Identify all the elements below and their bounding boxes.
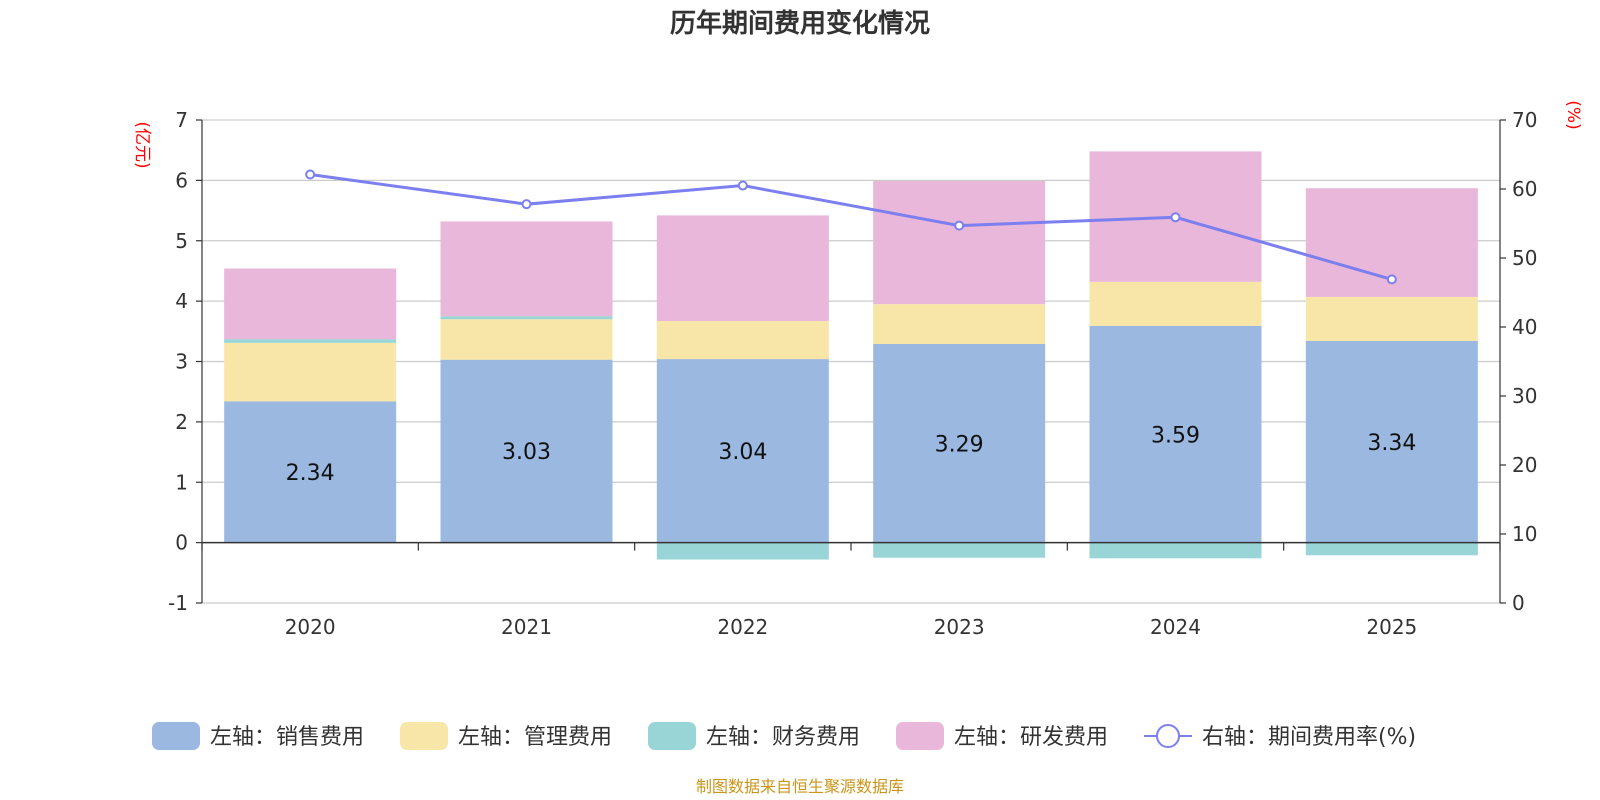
x-axis-label-2023: 2023 bbox=[934, 615, 985, 639]
data-label-2024: 3.59 bbox=[1151, 423, 1200, 448]
bar-series1-2023 bbox=[873, 343, 1046, 543]
x-axis-label-2020: 2020 bbox=[285, 615, 336, 639]
chart-title: 历年期间费用变化情况 bbox=[670, 8, 930, 39]
data-label-2021: 3.03 bbox=[502, 440, 551, 465]
legend-label-3: 左轴：财务费用 bbox=[706, 725, 860, 750]
right-axis-tick-label: 0 bbox=[1512, 591, 1525, 615]
legend-label-1: 左轴：销售费用 bbox=[210, 725, 364, 750]
right-axis-tick-label: 10 bbox=[1512, 522, 1537, 546]
left-axis-tick-label: 6 bbox=[175, 168, 188, 192]
left-axis-tick-label: 1 bbox=[175, 470, 188, 494]
x-axis-label-2025: 2025 bbox=[1366, 615, 1417, 639]
left-axis-tick-label: -1 bbox=[168, 591, 188, 615]
bar-series3-2020 bbox=[224, 339, 397, 343]
bar-series4-2023 bbox=[873, 180, 1046, 305]
rate-line-path bbox=[309, 173, 1393, 281]
bar-series1-2024 bbox=[1089, 325, 1262, 543]
legend: 左轴：销售费用 左轴：管理费用 左轴：财务费用 左轴：研发费用 右轴：期间费用率(%) bbox=[152, 722, 1416, 750]
bar-series3-2024 bbox=[1089, 542, 1262, 559]
rate-line bbox=[305, 169, 1397, 285]
bar-series2-2025 bbox=[1305, 296, 1478, 341]
bar-series2-2023 bbox=[873, 304, 1046, 344]
bar-series2-2021 bbox=[440, 319, 613, 360]
bar-series3-2023 bbox=[873, 542, 1046, 558]
data-label-2025: 3.34 bbox=[1367, 431, 1416, 456]
legend-swatch-1 bbox=[152, 722, 200, 750]
right-axis-tick-label: 70 bbox=[1512, 108, 1537, 132]
left-axis-tick-label: 5 bbox=[175, 229, 188, 253]
x-axis-label-2022: 2022 bbox=[717, 615, 768, 639]
left-axis-tick-label: 7 bbox=[175, 108, 188, 132]
bars bbox=[224, 151, 1478, 560]
rate-point-2020 bbox=[305, 169, 316, 180]
bar-series4-2022 bbox=[656, 215, 829, 322]
right-axis-tick-label: 40 bbox=[1512, 315, 1537, 339]
right-axis-tick-label: 50 bbox=[1512, 246, 1537, 270]
gridlines bbox=[202, 119, 1500, 604]
x-axis-label-2021: 2021 bbox=[501, 615, 552, 639]
right-axis-tick-label: 60 bbox=[1512, 177, 1537, 201]
data-label-2022: 3.04 bbox=[718, 440, 767, 465]
legend-swatch-4 bbox=[896, 722, 944, 750]
legend-swatch-2 bbox=[400, 722, 448, 750]
data-labels: 2.34 3.03 3.04 3.29 3.59 3.34 bbox=[286, 423, 1417, 486]
bar-series1-2020 bbox=[224, 401, 397, 543]
bar-series1-2022 bbox=[656, 359, 829, 543]
left-axis-unit: (亿元) bbox=[132, 121, 152, 168]
bar-series3-2021 bbox=[440, 316, 613, 320]
left-axis-tick-label: 3 bbox=[175, 350, 188, 374]
rate-point-2024 bbox=[1170, 212, 1181, 223]
bar-series2-2024 bbox=[1089, 281, 1262, 326]
rate-point-2022 bbox=[737, 180, 748, 191]
bar-series4-2021 bbox=[440, 221, 613, 317]
bar-series3-2022 bbox=[656, 542, 829, 560]
right-axis-tick-label: 30 bbox=[1512, 384, 1537, 408]
legend-label-5: 右轴：期间费用率(%) bbox=[1202, 725, 1416, 750]
right-axis-unit: (%) bbox=[1563, 100, 1583, 129]
left-axis-tick-label: 4 bbox=[175, 289, 188, 313]
bar-series2-2020 bbox=[224, 342, 397, 402]
legend-swatch-3 bbox=[648, 722, 696, 750]
rate-point-2023 bbox=[954, 220, 965, 231]
data-label-2023: 3.29 bbox=[935, 432, 984, 457]
left-axis-tick-label: 0 bbox=[175, 531, 188, 555]
bar-series1-2021 bbox=[440, 359, 613, 543]
source-note: 制图数据来自恒生聚源数据库 bbox=[696, 777, 904, 796]
legend-label-2: 左轴：管理费用 bbox=[458, 725, 612, 750]
rate-point-2021 bbox=[521, 199, 532, 210]
data-label-2020: 2.34 bbox=[286, 461, 335, 486]
bar-series4-2020 bbox=[224, 268, 397, 340]
right-axis-tick-label: 20 bbox=[1512, 453, 1537, 477]
rate-point-2025 bbox=[1386, 274, 1397, 285]
bar-series2-2022 bbox=[656, 321, 829, 360]
bar-series3-2025 bbox=[1305, 542, 1478, 556]
left-axis-tick-label: 2 bbox=[175, 410, 188, 434]
x-axis-label-2024: 2024 bbox=[1150, 615, 1201, 639]
bar-series1-2025 bbox=[1305, 340, 1478, 543]
legend-marker-swatch bbox=[1156, 724, 1180, 748]
legend-label-4: 左轴：研发费用 bbox=[954, 725, 1108, 750]
